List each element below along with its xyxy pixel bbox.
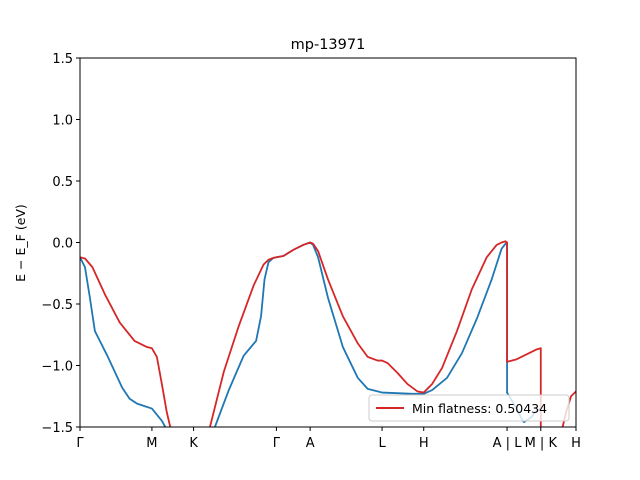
band-line-blue [214,241,508,427]
chart-title: mp-13971 [291,37,366,53]
x-tick-label: H [419,436,429,451]
x-tick-label: A [306,436,315,451]
series-layer [80,240,576,427]
plot-area [80,58,576,427]
y-tick-label: 0.5 [52,175,73,190]
x-tick-label: Γ [76,436,84,451]
band-line-red [80,256,172,427]
band-line-red [209,240,508,427]
legend-box [368,394,570,422]
x-tick-label: M | K [525,436,558,451]
x-tick-label: H [571,436,581,451]
y-tick-label: 1.0 [52,114,73,129]
y-tick-label: 1.5 [52,52,73,67]
y-tick-label: −0.5 [41,298,73,313]
x-tick-label: M [146,436,157,451]
x-tick-label: A | L [493,436,523,451]
y-tick-label: 0.0 [52,237,73,252]
legend: Min flatness: 0.50434 [368,394,570,422]
band-line-blue [80,256,167,427]
y-axis-ticks: 1.5 1.0 0.5 0.0 −0.5 −1.0 −1.5 [41,52,80,436]
x-tick-label: L [378,436,386,451]
x-tick-label: Γ [273,436,281,451]
plot-frame [79,57,577,428]
y-tick-label: −1.0 [41,360,73,375]
y-tick-label: −1.5 [41,421,73,436]
y-axis-label: E − E_F (eV) [13,204,28,282]
band-line-red [506,347,542,363]
legend-entry: Min flatness: 0.50434 [412,401,547,416]
x-tick-label: K [189,436,198,451]
